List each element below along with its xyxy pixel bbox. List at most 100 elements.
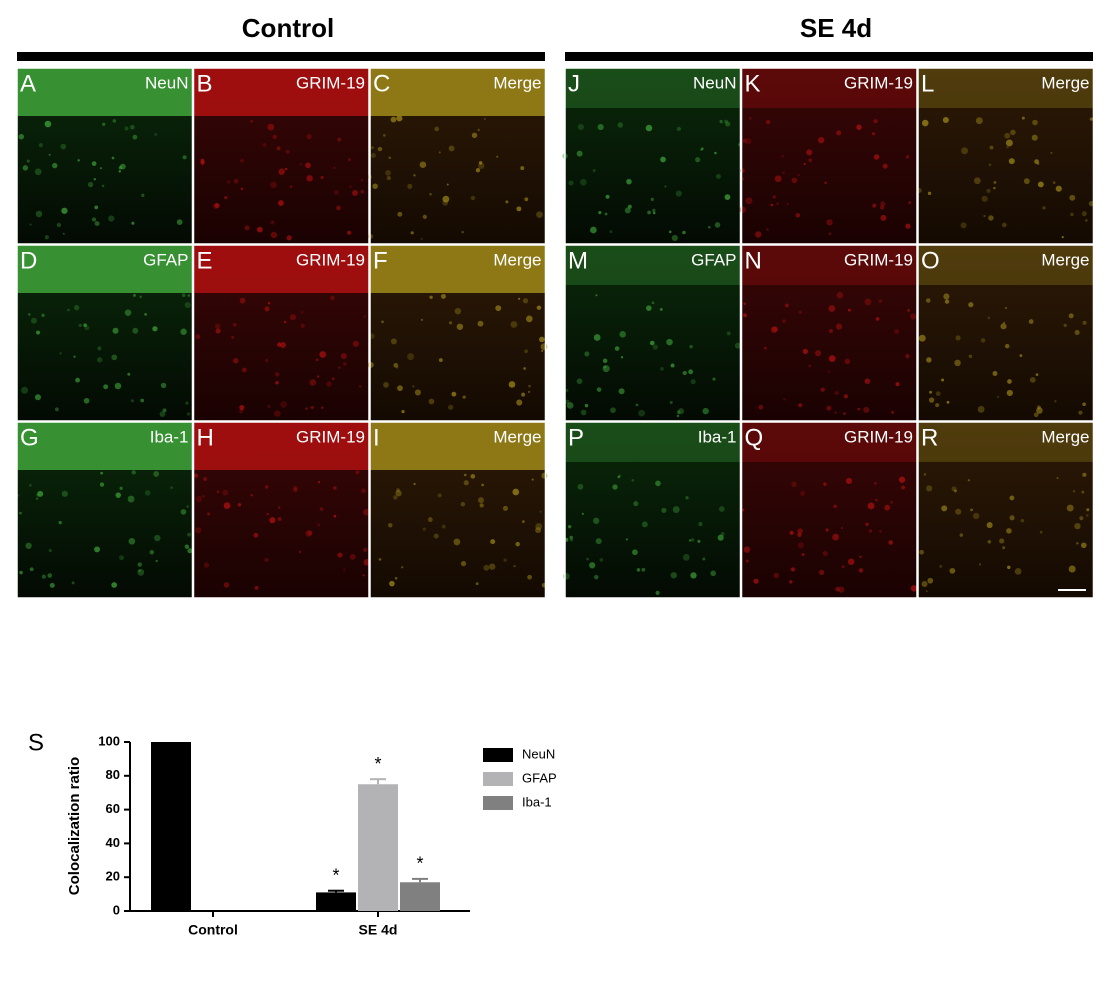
cell [233, 358, 239, 364]
panel-border [564, 67, 742, 245]
cell [337, 137, 342, 142]
cell [584, 351, 590, 357]
cell [908, 201, 912, 205]
cell [562, 572, 570, 580]
cell [103, 384, 109, 390]
cell [594, 574, 599, 580]
y-tick-label: 100 [98, 733, 120, 748]
cell [1031, 134, 1038, 141]
cell [429, 193, 432, 196]
cell [879, 530, 882, 533]
cell [377, 146, 383, 152]
cell [195, 495, 203, 503]
cell [993, 180, 997, 184]
cell [743, 313, 747, 318]
cell [672, 506, 680, 513]
cell [986, 188, 991, 193]
cell [743, 546, 751, 553]
cell [47, 573, 53, 578]
cell [798, 403, 803, 408]
cell [495, 305, 502, 312]
micrograph [918, 68, 1094, 244]
cell [401, 409, 405, 414]
cell [614, 346, 620, 351]
cell [187, 532, 192, 537]
cell [18, 133, 25, 140]
cell [1009, 515, 1015, 521]
cell [233, 178, 239, 184]
panel-border [740, 67, 918, 245]
cell [347, 230, 352, 235]
panel-label: Merge [493, 250, 541, 269]
cell [659, 307, 663, 311]
micrograph [565, 422, 741, 598]
cell [363, 547, 368, 552]
cell [340, 353, 347, 360]
panel-label: Iba-1 [698, 427, 737, 446]
cell-layer [918, 422, 1094, 462]
cell [195, 527, 202, 534]
cell [610, 407, 616, 414]
cell [910, 313, 917, 320]
cell [124, 309, 132, 316]
cell [396, 366, 399, 369]
cell [580, 178, 587, 186]
cell [83, 323, 87, 327]
cell [714, 222, 721, 228]
cell [941, 378, 945, 382]
cell [101, 184, 105, 188]
cell [139, 295, 142, 299]
cell [925, 298, 931, 303]
cell [847, 308, 851, 312]
cell [470, 195, 476, 201]
cell [401, 566, 404, 569]
cell [195, 334, 201, 340]
cell [115, 492, 122, 498]
cell [463, 473, 467, 477]
cell [960, 222, 967, 229]
cell [396, 115, 403, 122]
cell [58, 520, 62, 525]
cell [93, 178, 96, 181]
cell [309, 379, 317, 386]
cell [926, 485, 933, 492]
cell [454, 307, 462, 315]
cell [214, 203, 220, 209]
micrograph [741, 245, 917, 421]
cell [725, 121, 731, 127]
cell [453, 538, 461, 546]
cell [413, 174, 416, 177]
cell [410, 231, 414, 235]
cell [239, 409, 244, 414]
cell [872, 203, 877, 208]
cell [75, 377, 80, 383]
cell [520, 166, 525, 171]
cell [844, 358, 851, 365]
cell [955, 335, 961, 341]
x-tick-label: Control [188, 922, 238, 938]
cell [655, 480, 661, 487]
cell [264, 306, 270, 312]
cell [918, 334, 926, 342]
cell [422, 214, 427, 219]
cell [407, 353, 415, 361]
cell [267, 404, 271, 408]
cell [763, 346, 767, 350]
cell-layer [17, 68, 193, 116]
cell-layer [918, 68, 1094, 108]
cell [636, 568, 641, 572]
cell [843, 394, 848, 399]
cell [695, 157, 701, 163]
cell [429, 295, 433, 299]
cell [270, 231, 278, 239]
cell [114, 382, 122, 390]
cell [154, 133, 158, 136]
panel-letter: B [197, 70, 213, 97]
bar [316, 892, 356, 911]
panel-letter: O [921, 247, 940, 274]
cell [149, 550, 155, 555]
cell [132, 327, 139, 334]
cell [540, 343, 548, 351]
cell [755, 231, 762, 238]
cell [360, 189, 365, 194]
